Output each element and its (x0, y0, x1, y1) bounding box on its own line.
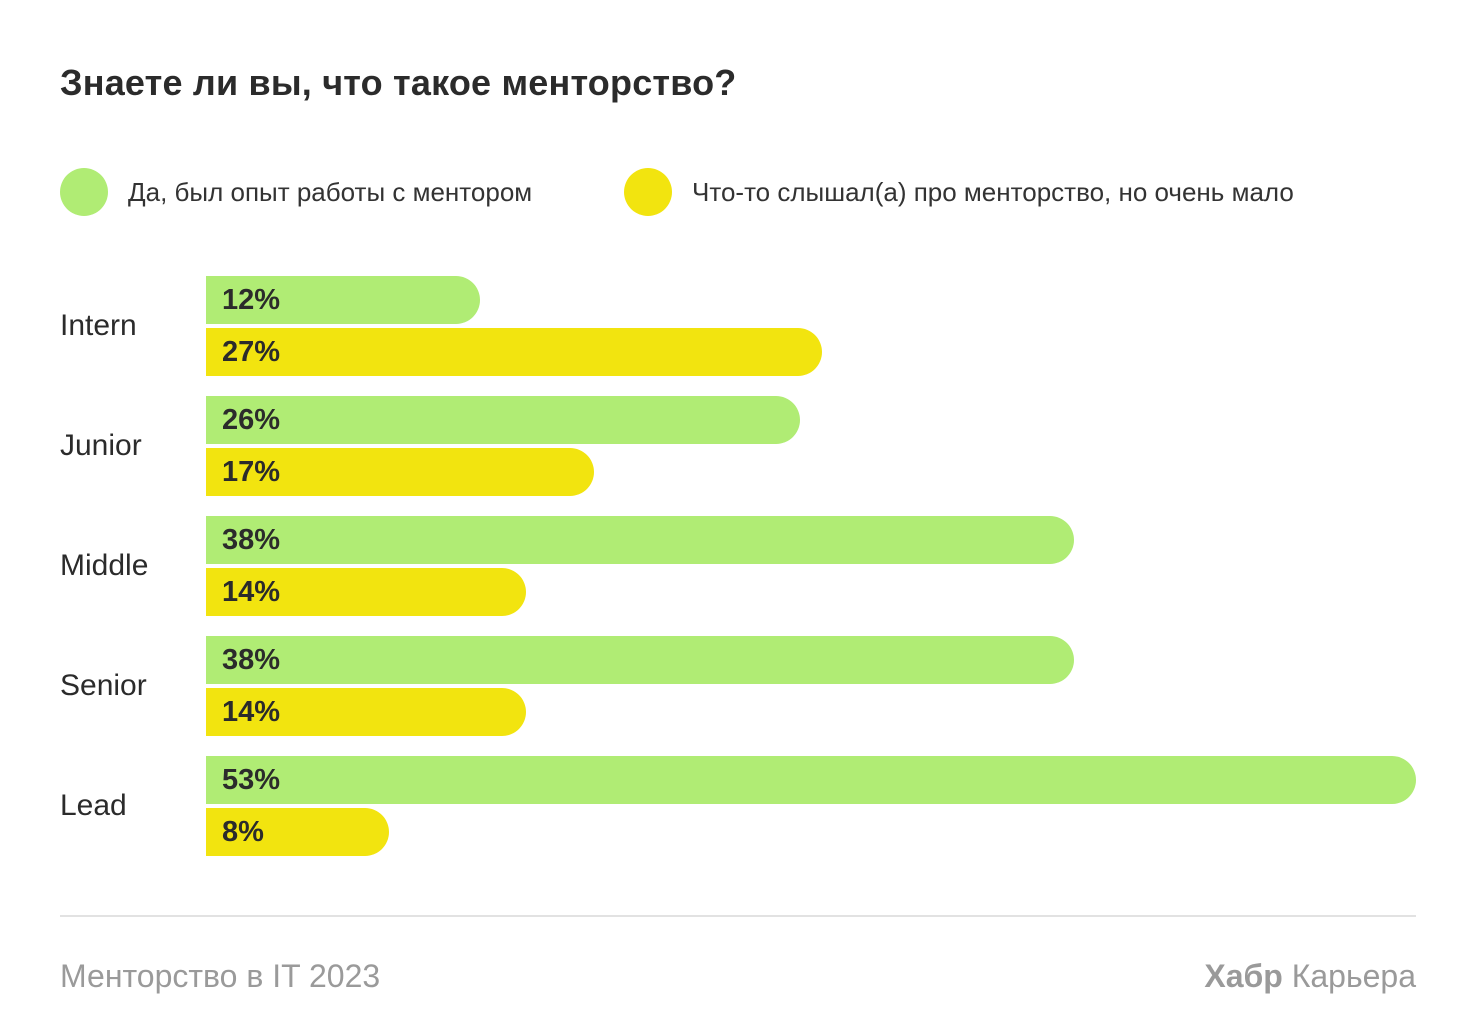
bar-value-label: 17% (222, 456, 281, 488)
bar-value-label: 38% (222, 524, 281, 556)
bar-value-label: 27% (222, 336, 281, 368)
brand-suffix: Карьера (1291, 958, 1416, 994)
footer-brand: Хабр Карьера (1204, 958, 1416, 995)
chart-title: Знаете ли вы, что такое менторство? (60, 62, 737, 103)
legend-swatch-green (60, 168, 108, 216)
footer-divider (60, 915, 1416, 917)
bar-senior-series-2: 14% (206, 688, 526, 736)
category-label-middle: Middle (60, 549, 149, 582)
bar-intern-series-1: 12% (206, 276, 480, 324)
bar-value-label: 14% (222, 576, 281, 608)
bar-junior-series-2: 17% (206, 448, 594, 496)
bar-intern-series-2: 27% (206, 328, 822, 376)
bar-value-label: 8% (222, 816, 264, 848)
legend-swatch-yellow (624, 168, 672, 216)
bar-value-label: 26% (222, 404, 281, 436)
category-label-junior: Junior (60, 429, 142, 462)
category-label-lead: Lead (60, 789, 127, 822)
bar-middle-series-1: 38% (206, 516, 1074, 564)
bar-junior-series-1: 26% (206, 396, 800, 444)
legend-item-heard: Что-то слышал(а) про менторство, но очен… (624, 168, 1294, 216)
legend-item-experience: Да, был опыт работы с ментором (60, 168, 532, 216)
bar-lead-series-2: 8% (206, 808, 389, 856)
footer-source: Менторство в IT 2023 (60, 958, 381, 994)
category-label-intern: Intern (60, 309, 137, 342)
legend-label-heard: Что-то слышал(а) про менторство, но очен… (692, 176, 1294, 207)
bar-value-label: 38% (222, 644, 281, 676)
bar-middle-series-2: 14% (206, 568, 526, 616)
bar-lead-series-1: 53% (206, 756, 1416, 804)
bar-value-label: 14% (222, 696, 281, 728)
legend-label-experience: Да, был опыт работы с ментором (128, 176, 533, 207)
category-label-senior: Senior (60, 669, 147, 702)
bar-senior-series-1: 38% (206, 636, 1074, 684)
bar-value-label: 12% (222, 284, 281, 316)
bar-value-label: 53% (222, 764, 281, 796)
brand-name: Хабр (1204, 958, 1283, 994)
